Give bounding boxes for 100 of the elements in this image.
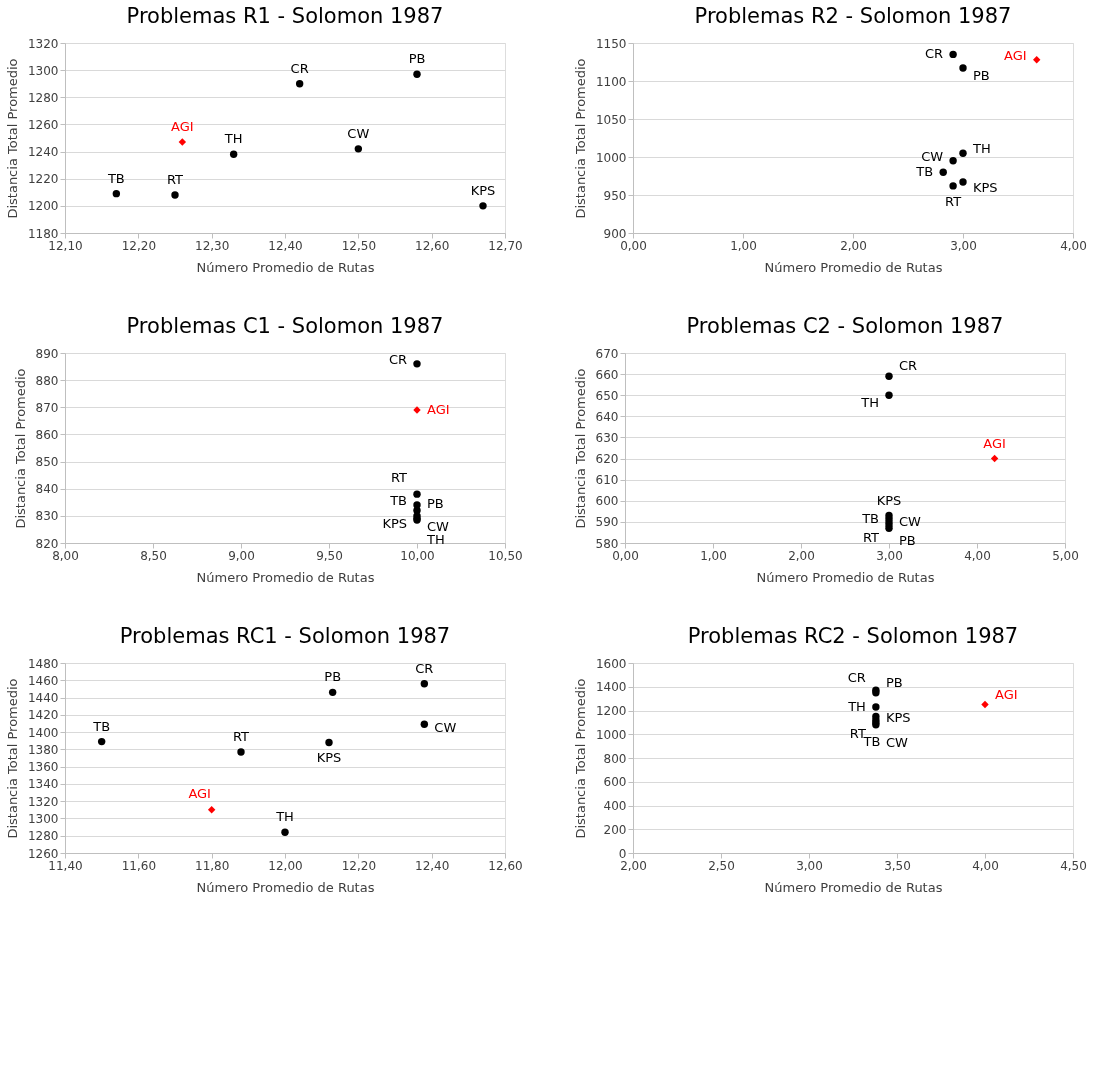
x-tick-label: 2,00: [620, 858, 647, 873]
series-label: CR: [290, 60, 309, 76]
x-tick-label: 3,00: [796, 858, 823, 873]
y-tick-label: 1240: [27, 145, 59, 160]
x-tick-label: 1,00: [730, 238, 757, 253]
x-tick-label: 11,40: [48, 858, 83, 873]
series-label: PB: [885, 674, 903, 690]
y-axis-title: Distancia Total Promedio: [572, 678, 588, 839]
x-tick-label: 12,60: [414, 238, 450, 253]
y-tick-label: 1150: [595, 36, 627, 51]
x-tick-label: 9,50: [316, 548, 343, 563]
series-label: KPS: [470, 182, 496, 198]
y-tick-label: 1320: [27, 794, 59, 809]
y-tick-label: 630: [595, 430, 619, 445]
series-label: CR: [847, 670, 866, 686]
series-label: PB: [973, 68, 990, 84]
x-tick-label: 12,20: [341, 858, 377, 873]
series-label: CR: [899, 358, 918, 374]
y-tick-label: 850: [35, 455, 59, 470]
series-label: TH: [860, 395, 879, 411]
y-tick-label: 1280: [27, 90, 59, 105]
y-tick-label: 580: [595, 536, 619, 551]
x-tick-label: 12,40: [414, 858, 450, 873]
x-tick-label: 10,00: [400, 548, 435, 563]
y-tick-label: 1200: [595, 704, 627, 718]
series-label: PB: [324, 669, 342, 685]
series-label: PB: [408, 51, 426, 67]
y-tick-label: 1300: [27, 811, 59, 826]
series-label: TB: [915, 164, 934, 180]
x-tick-label: 11,60: [121, 858, 157, 873]
y-tick-label: 1400: [595, 680, 627, 695]
y-tick-label: 400: [603, 799, 627, 813]
y-tick-label: 0: [618, 846, 627, 861]
series-label: TH: [972, 141, 991, 157]
series-label: PB: [899, 533, 916, 549]
series-label: KPS: [382, 515, 407, 531]
y-tick-label: 1400: [27, 725, 59, 740]
chart-title: Problemas C2 - Solomon 1987: [686, 314, 1004, 338]
y-tick-label: 1460: [27, 673, 59, 688]
series-label: RT: [862, 530, 880, 546]
x-tick-label: 4,50: [1060, 858, 1087, 873]
y-tick-label: 1480: [27, 656, 59, 671]
x-axis-title: Número Promedio de Rutas: [764, 259, 943, 275]
x-tick-label: 3,00: [950, 238, 977, 253]
y-tick-label: 1100: [595, 74, 627, 89]
series-label: KPS: [885, 710, 911, 726]
y-tick-label: 1000: [595, 150, 627, 165]
x-tick-label: 12,20: [121, 238, 157, 253]
x-tick-label: 3,50: [884, 858, 911, 873]
y-tick-label: 1220: [27, 172, 59, 187]
y-tick-label: 870: [35, 400, 59, 415]
x-tick-label: 5,00: [1052, 548, 1079, 563]
y-tick-label: 1380: [27, 742, 59, 757]
y-tick-label: 1260: [27, 117, 59, 132]
chart-title: Problemas R2 - Solomon 1987: [694, 4, 1012, 28]
x-tick-label: 4,00: [1060, 238, 1087, 253]
y-tick-label: 1600: [595, 656, 627, 671]
series-label: CW: [427, 518, 450, 534]
series-label: CW: [434, 720, 457, 736]
y-tick-label: 1000: [595, 727, 627, 742]
x-tick-label: 1,00: [700, 548, 727, 563]
y-tick-label: 1340: [27, 777, 59, 792]
y-tick-label: 900: [603, 226, 627, 241]
y-tick-label: 590: [595, 515, 619, 530]
y-tick-label: 820: [35, 536, 59, 551]
y-tick-label: 670: [595, 346, 619, 361]
y-tick-label: 620: [595, 452, 619, 467]
x-tick-label: 0,00: [612, 548, 639, 563]
y-tick-label: 600: [595, 494, 619, 509]
y-tick-label: 640: [595, 409, 619, 424]
x-tick-label: 2,00: [840, 238, 867, 253]
series-label: AGI: [983, 435, 1006, 451]
x-axis-title: Número Promedio de Rutas: [196, 879, 375, 895]
series-label: RT: [390, 470, 408, 486]
series-label: AGI: [995, 686, 1018, 702]
x-tick-label: 12,50: [341, 238, 377, 253]
y-tick-label: 1260: [27, 846, 59, 861]
x-tick-label: 4,00: [964, 548, 991, 563]
series-label: TB: [92, 718, 111, 734]
x-tick-label: 2,00: [788, 548, 815, 563]
y-tick-label: 1440: [27, 691, 59, 706]
series-label: CW: [899, 513, 922, 529]
series-label: TB: [106, 170, 125, 186]
chart-title: Problemas R1 - Solomon 1987: [126, 4, 444, 28]
y-tick-label: 1180: [27, 226, 59, 241]
y-tick-label: 1200: [27, 199, 59, 214]
x-tick-label: 11,80: [194, 858, 230, 873]
y-tick-label: 1280: [27, 829, 59, 844]
series-label: CR: [924, 46, 944, 62]
x-axis-title: Número Promedio de Rutas: [196, 259, 375, 275]
series-label: PB: [427, 496, 444, 512]
y-tick-label: 880: [35, 373, 59, 388]
x-tick-label: 8,50: [140, 548, 167, 563]
series-label: KPS: [876, 492, 902, 508]
x-tick-label: 3,00: [876, 548, 903, 563]
x-tick-label: 12,60: [488, 858, 523, 873]
series-label: TB: [389, 493, 407, 508]
series-label: AGI: [427, 402, 450, 417]
y-tick-label: 1320: [27, 36, 59, 51]
y-tick-label: 610: [595, 473, 619, 488]
